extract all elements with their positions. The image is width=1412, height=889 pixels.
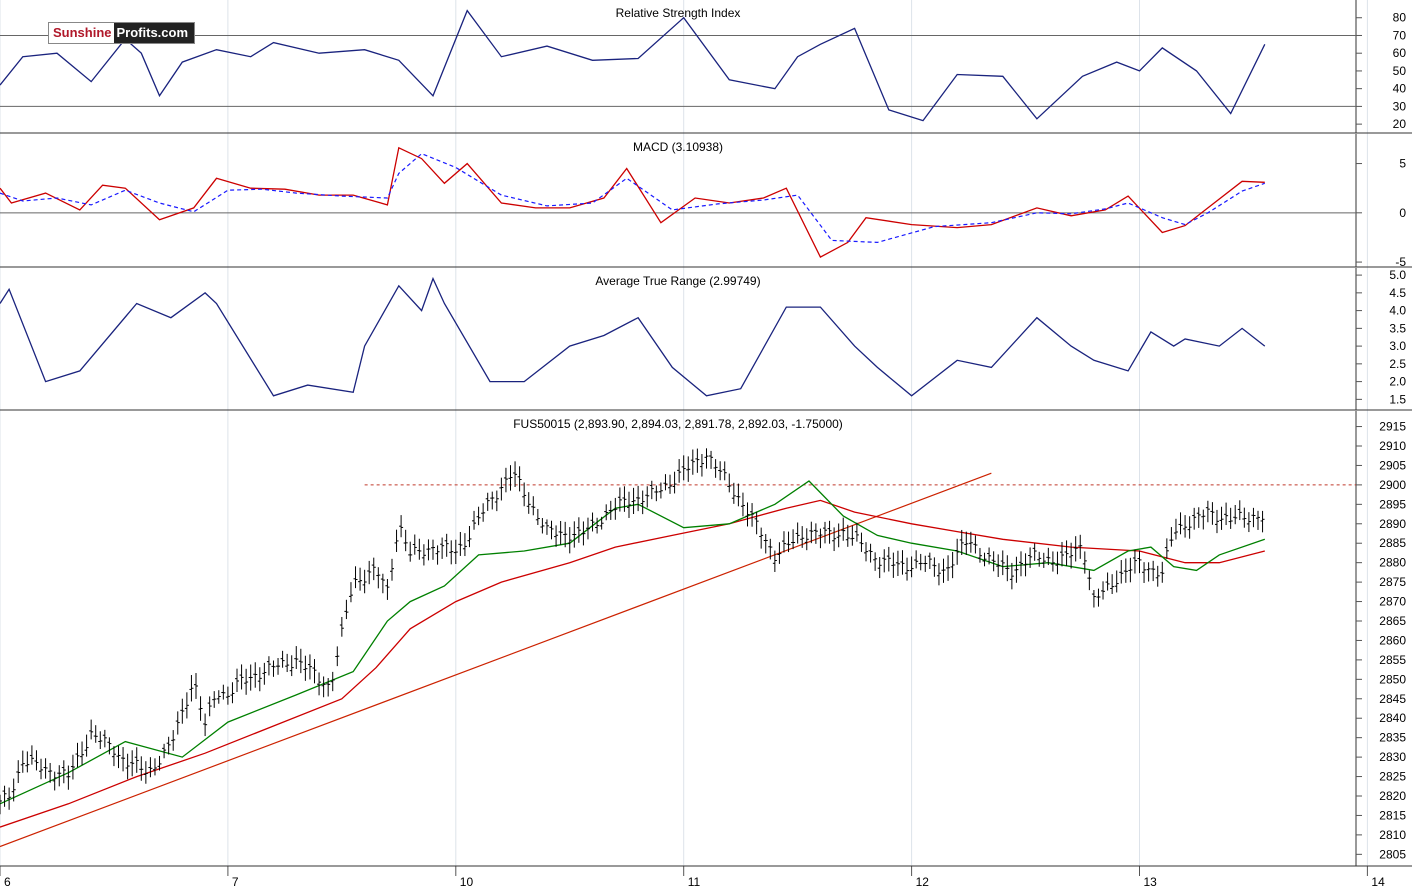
y-tick-label: 50: [1393, 64, 1407, 78]
y-tick-label: 2850: [1379, 672, 1406, 686]
y-tick-label: 2875: [1379, 575, 1406, 589]
y-tick-label: 2810: [1379, 828, 1406, 842]
y-tick-label: 2.0: [1389, 375, 1406, 389]
pane-2: Average True Range (2.99749) 1.5 2.0 2.5 3.0…: [0, 268, 1412, 411]
y-tick-label: 2830: [1379, 750, 1406, 764]
y-tick-label: 0: [1399, 206, 1406, 220]
y-tick-label: 2855: [1379, 653, 1406, 667]
y-tick-label: 2890: [1379, 517, 1406, 531]
chart-panes: Relative Strength Index20304050607080MAC…: [0, 0, 1412, 867]
y-tick-label: 70: [1393, 28, 1407, 42]
x-axis: 6 7 10 11 12 13 14: [0, 865, 1412, 889]
y-tick-label: 40: [1393, 82, 1407, 96]
pane-title: MACD (3.10938): [633, 140, 723, 154]
y-tick-label: 4.5: [1389, 286, 1406, 300]
y-tick-label: 20: [1393, 117, 1407, 131]
y-tick-label: 4.0: [1389, 304, 1406, 318]
x-tick-label: 13: [1143, 875, 1157, 889]
sunshine-profits-logo: Sunshine Profits.com: [48, 22, 196, 44]
x-tick-label: 7: [232, 875, 239, 889]
y-tick-label: 2915: [1379, 420, 1406, 434]
pane-1: MACD (3.10938) -5 0 5: [0, 134, 1412, 269]
pane-title: FUS50015 (2,893.90, 2,894.03, 2,891.78, …: [513, 417, 843, 431]
y-tick-label: 30: [1393, 99, 1407, 113]
price-bars: [0, 448, 1265, 815]
logo-part1: Sunshine: [53, 25, 112, 40]
y-tick-label: 2900: [1379, 478, 1406, 492]
y-tick-label: 2905: [1379, 458, 1406, 472]
y-tick-label: 2.5: [1389, 357, 1406, 371]
signal-line: [0, 153, 1265, 244]
x-tick-label: 6: [4, 875, 11, 889]
x-tick-label: 10: [460, 875, 474, 889]
y-tick-label: 2835: [1379, 731, 1406, 745]
y-tick-label: 2845: [1379, 692, 1406, 706]
x-tick-label: 11: [688, 875, 701, 889]
rsi-line: [0, 9, 1266, 122]
pane-title: Average True Range (2.99749): [595, 274, 760, 288]
support-trendline: [0, 472, 992, 848]
x-tick-label: 12: [916, 875, 930, 889]
y-tick-label: 2880: [1379, 556, 1406, 570]
pane-title: Relative Strength Index: [616, 6, 741, 20]
y-tick-label: 2895: [1379, 497, 1406, 511]
y-tick-label: 2805: [1379, 847, 1406, 861]
logo-part2: Profits.com: [113, 23, 195, 43]
x-tick-label: 14: [1371, 875, 1385, 889]
y-tick-label: 2865: [1379, 614, 1406, 628]
y-tick-label: 2910: [1379, 439, 1406, 453]
y-tick-label: 2825: [1379, 770, 1406, 784]
y-tick-label: 2815: [1379, 808, 1406, 822]
y-tick-label: 80: [1393, 11, 1407, 25]
y-tick-label: 2820: [1379, 789, 1406, 803]
pane-0: Relative Strength Index 20 30 40 50 60 70 80: [0, 0, 1412, 134]
y-tick-label: 2870: [1379, 595, 1406, 609]
macd-line: [0, 146, 1265, 258]
fast-moving-average: [0, 480, 1266, 805]
y-tick-label: 3.0: [1389, 339, 1406, 353]
vertical-gridlines: [0, 0, 1368, 866]
y-tick-label: 2840: [1379, 711, 1406, 725]
y-tick-label: 60: [1393, 46, 1407, 60]
y-tick-label: 5: [1399, 157, 1406, 171]
y-tick-label: 1.5: [1389, 392, 1406, 406]
y-tick-label: -5: [1395, 255, 1406, 269]
pane-3: FUS50015 (2,893.90, 2,894.03, 2,891.78, …: [0, 411, 1412, 867]
y-tick-label: 3.5: [1389, 321, 1406, 335]
atr-line: [0, 276, 1266, 397]
y-tick-label: 2860: [1379, 633, 1406, 647]
y-tick-label: 5.0: [1389, 268, 1406, 282]
y-tick-label: 2885: [1379, 536, 1406, 550]
